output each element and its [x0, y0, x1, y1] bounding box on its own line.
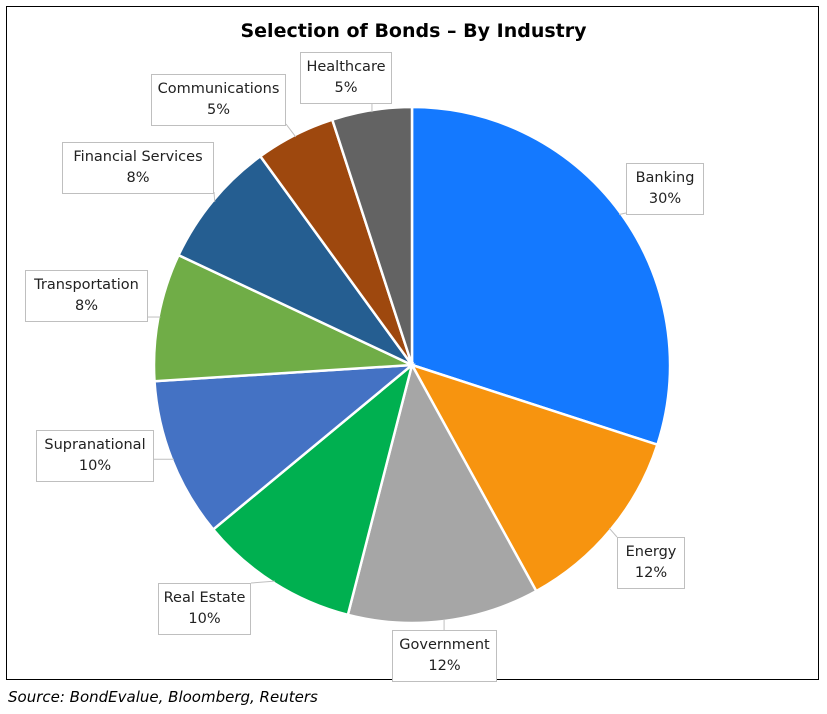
- data-label-category: Banking: [635, 170, 695, 186]
- leader-line: [608, 527, 618, 538]
- data-label-value: 12%: [428, 658, 461, 674]
- pie-slice-supranational: [153, 363, 416, 532]
- pie-slice-financial-services: [176, 154, 414, 367]
- data-label-category: Supranational: [44, 437, 146, 453]
- leader-line: [213, 191, 216, 202]
- leader-line: [250, 580, 275, 584]
- data-label-category: Healthcare: [306, 59, 386, 75]
- data-label-category: Real Estate: [163, 590, 246, 606]
- data-label-value: 10%: [188, 611, 221, 627]
- data-label-category: Financial Services: [73, 149, 203, 165]
- data-label-value: 5%: [334, 80, 358, 96]
- source-note: Source: BondEvalue, Bloomberg, Reuters: [8, 688, 318, 706]
- data-label: Government 12%: [392, 630, 497, 682]
- data-label-value: 8%: [126, 170, 150, 186]
- data-label: Real Estate 10%: [158, 583, 251, 635]
- data-label: Transportation 8%: [25, 270, 148, 322]
- data-label-value: 10%: [78, 458, 112, 474]
- pie-slice-banking: [410, 105, 672, 447]
- data-label-category: Transportation: [34, 277, 139, 293]
- data-label-value: 30%: [648, 191, 682, 207]
- chart-title: Selection of Bonds – By Industry: [240, 20, 587, 42]
- data-label-value: 5%: [206, 102, 230, 118]
- data-label-value: 12%: [634, 565, 668, 581]
- data-label: Supranational 10%: [36, 430, 154, 482]
- data-label-value: 8%: [74, 298, 98, 314]
- data-label-category: Energy: [625, 544, 677, 560]
- data-label: Banking 30%: [626, 163, 704, 215]
- data-label: Healthcare 5%: [300, 52, 392, 104]
- pie-slice-real-estate: [211, 361, 415, 617]
- leader-line: [619, 212, 627, 216]
- data-label-category: Government: [399, 637, 490, 653]
- data-label: Communications 5%: [151, 74, 286, 126]
- data-label-category: Communications: [157, 81, 280, 97]
- data-label: Financial Services 8%: [62, 142, 214, 194]
- leader-line: [285, 123, 297, 138]
- data-label: Energy 12%: [617, 537, 685, 589]
